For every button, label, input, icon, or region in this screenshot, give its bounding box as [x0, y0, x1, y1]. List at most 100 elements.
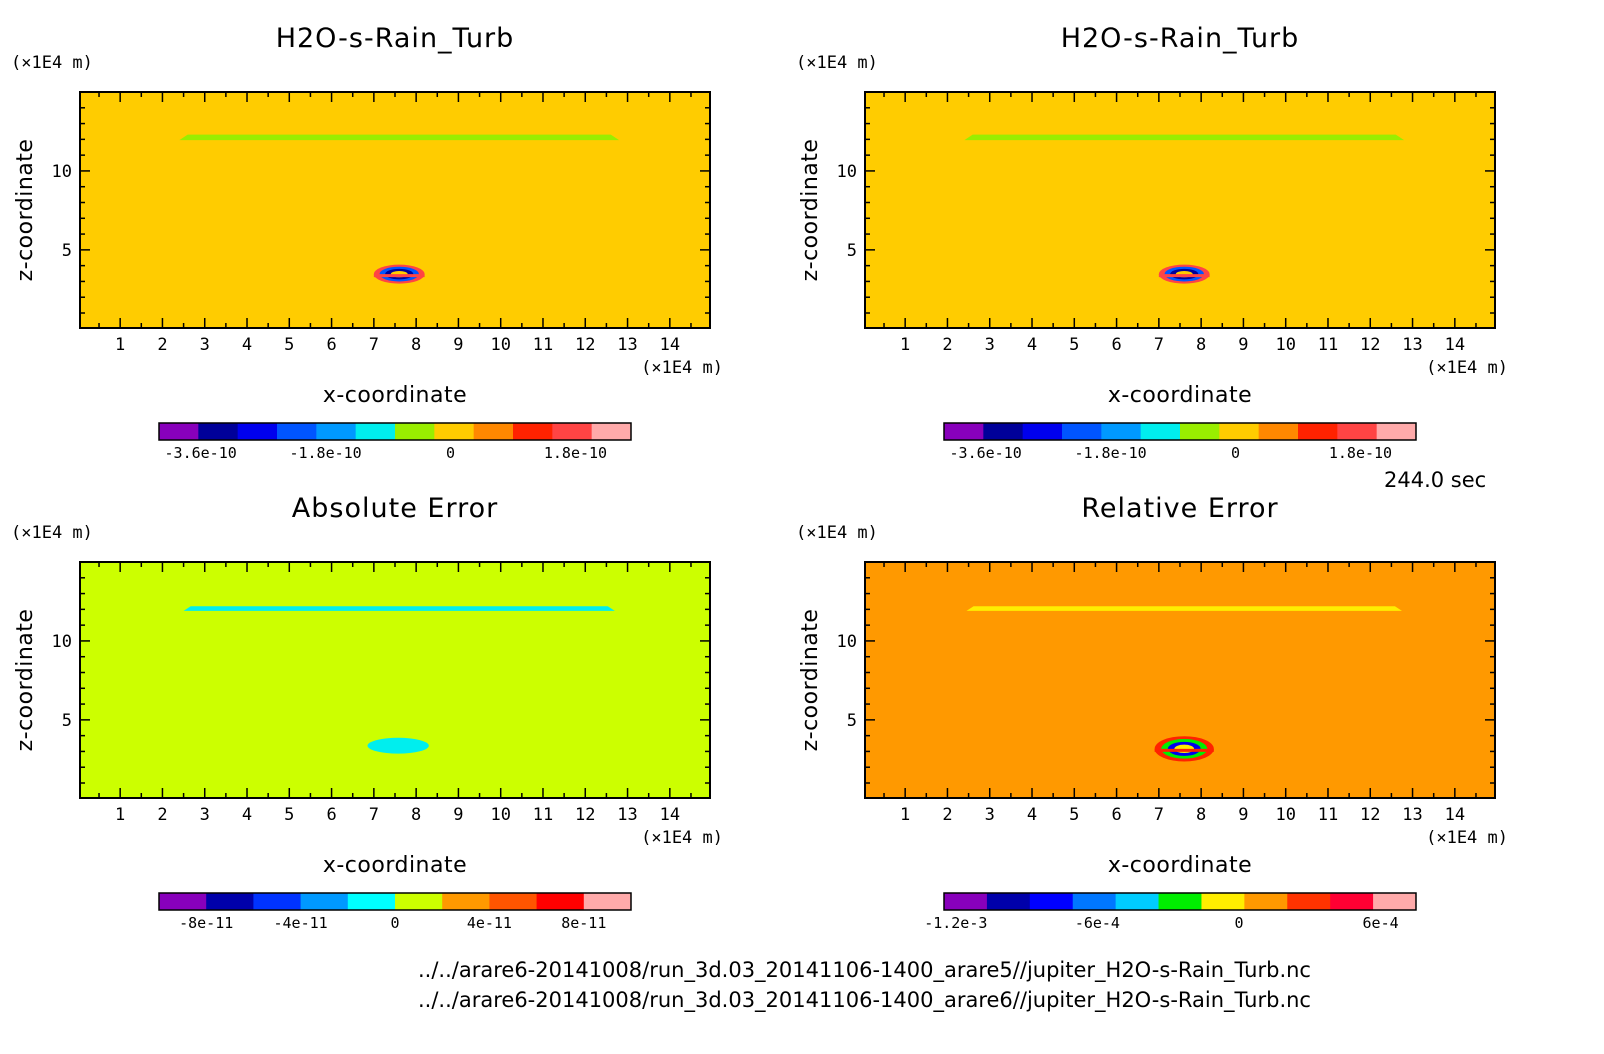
colorbar-swatch	[1029, 893, 1074, 910]
x-tick-label: 4	[1027, 805, 1037, 825]
colorbar-swatch	[395, 893, 443, 910]
colorbar-swatch	[1298, 423, 1338, 440]
x-tick-label: 12	[575, 805, 595, 825]
colorbar-swatch	[489, 893, 538, 910]
colorbar-swatch	[1072, 893, 1117, 910]
file-path-2: ../../arare6-20141008/run_3d.03_20141106…	[418, 988, 1311, 1012]
colorbar: -8e-11 -4e-11 0 4e-11 8e-11	[158, 892, 632, 932]
colorbar-tick-label: 1.8e-10	[1329, 444, 1392, 462]
x-tick-label: 7	[369, 805, 379, 825]
x-tick-label: 3	[200, 335, 210, 355]
chart-title: Absolute Error	[292, 493, 498, 524]
x-unit-label: (×1E4 m)	[641, 358, 723, 378]
x-tick-label: 6	[326, 335, 336, 355]
x-tick-label: 5	[284, 805, 294, 825]
x-tick-label: 11	[1318, 335, 1338, 355]
colorbar-swatch	[316, 423, 357, 440]
colorbar-swatch	[1376, 423, 1417, 440]
colorbar-tick-label: 0	[1231, 444, 1240, 462]
contour-band	[179, 134, 620, 141]
colorbar-swatch	[1201, 893, 1245, 910]
x-axis-label: x-coordinate	[323, 383, 467, 408]
colorbar-swatch	[1244, 893, 1288, 910]
x-tick-label: 13	[1402, 335, 1422, 355]
colorbar-tick-label: -1.8e-10	[289, 444, 361, 462]
colorbar-swatch	[583, 893, 632, 910]
colorbar-swatch	[513, 423, 553, 440]
x-tick-label: 11	[533, 335, 553, 355]
x-tick-label: 10	[1275, 335, 1295, 355]
colorbar-swatch	[983, 423, 1024, 440]
time-label: 244.0 sec	[1384, 468, 1487, 492]
colorbar-swatch	[198, 423, 239, 440]
y-tick-label: 5	[847, 241, 857, 261]
chart-panel-2: H2O-s-Rain_Turb(×1E4 m)(×1E4 m)1 2 3 4 5 6 7 8 9…	[796, 23, 1508, 462]
x-tick-label: 6	[1111, 805, 1121, 825]
plot-area	[80, 92, 710, 328]
colorbar-swatch	[1022, 423, 1063, 440]
colorbar-tick-label: -3.6e-10	[950, 444, 1022, 462]
y-tick-label: 10	[837, 632, 857, 652]
chart-panel-3: Absolute Error(×1E4 m)(×1E4 m)1 2 3 4 5 6 7 8 9 1…	[11, 493, 723, 932]
x-tick-label: 14	[660, 335, 680, 355]
y-unit-label: (×1E4 m)	[796, 523, 878, 543]
colorbar-swatch	[1101, 423, 1142, 440]
colorbar-swatch	[473, 423, 514, 440]
x-tick-label: 12	[1360, 335, 1380, 355]
x-tick-label: 5	[1069, 335, 1079, 355]
colorbar-tick-label: 1.8e-10	[544, 444, 607, 462]
colorbar-tick-label: 0	[390, 914, 399, 932]
colorbar-swatch	[552, 423, 593, 440]
colorbar-tick-label: 6e-4	[1363, 914, 1399, 932]
colorbar-swatch	[1062, 423, 1102, 440]
x-tick-label: 12	[1360, 805, 1380, 825]
colorbar-tick-label: -8e-11	[179, 914, 233, 932]
x-tick-label: 2	[157, 805, 167, 825]
x-tick-label: 3	[985, 335, 995, 355]
x-tick-label: 8	[411, 335, 421, 355]
x-tick-label: 7	[369, 335, 379, 355]
x-tick-label: 9	[453, 805, 463, 825]
x-tick-label: 3	[200, 805, 210, 825]
contour-blob	[367, 737, 429, 754]
colorbar-frame	[943, 422, 1417, 441]
colorbar-swatch	[159, 893, 207, 910]
y-axis-label: z-coordinate	[13, 609, 38, 752]
x-axis-label: x-coordinate	[1108, 853, 1252, 878]
x-tick-label: 3	[985, 805, 995, 825]
x-tick-label: 2	[157, 335, 167, 355]
x-tick-label: 4	[242, 805, 252, 825]
plot-area	[80, 562, 710, 798]
x-tick-label: 11	[533, 805, 553, 825]
colorbar-swatch	[944, 893, 988, 910]
x-tick-label: 14	[1445, 805, 1465, 825]
colorbar-swatch	[1330, 893, 1374, 910]
colorbar-swatch	[347, 893, 396, 910]
contour-blob-base	[373, 274, 425, 278]
x-tick-label: 1	[900, 805, 910, 825]
x-tick-label: 14	[1445, 335, 1465, 355]
plot-area	[865, 562, 1495, 798]
colorbar-swatch	[1180, 423, 1220, 440]
colorbar-swatch	[277, 423, 317, 440]
colorbar-tick-label: -6e-4	[1075, 914, 1120, 932]
colorbar-swatch	[1219, 423, 1260, 440]
x-tick-label: 9	[1238, 805, 1248, 825]
colorbar-swatch	[355, 423, 396, 440]
chart-title: H2O-s-Rain_Turb	[276, 23, 515, 54]
x-tick-label: 1	[900, 335, 910, 355]
colorbar-tick-label: -1.2e-3	[924, 914, 987, 932]
y-axis-label: z-coordinate	[798, 139, 823, 282]
y-tick-label: 5	[62, 711, 72, 731]
colorbar-swatch	[1115, 893, 1160, 910]
colorbar-tick-label: -1.8e-10	[1074, 444, 1146, 462]
colorbar: -1.2e-3 -6e-4 0 6e-4	[924, 892, 1417, 932]
chart-panel-1: H2O-s-Rain_Turb(×1E4 m)(×1E4 m)1 2 3 4 5 6 7 8 9…	[11, 23, 723, 462]
x-tick-label: 5	[1069, 805, 1079, 825]
x-tick-label: 2	[942, 805, 952, 825]
colorbar-swatch	[434, 423, 475, 440]
colorbar-swatch	[1287, 893, 1331, 910]
x-tick-label: 13	[617, 805, 637, 825]
colorbar-frame	[943, 892, 1417, 911]
x-tick-label: 14	[660, 805, 680, 825]
